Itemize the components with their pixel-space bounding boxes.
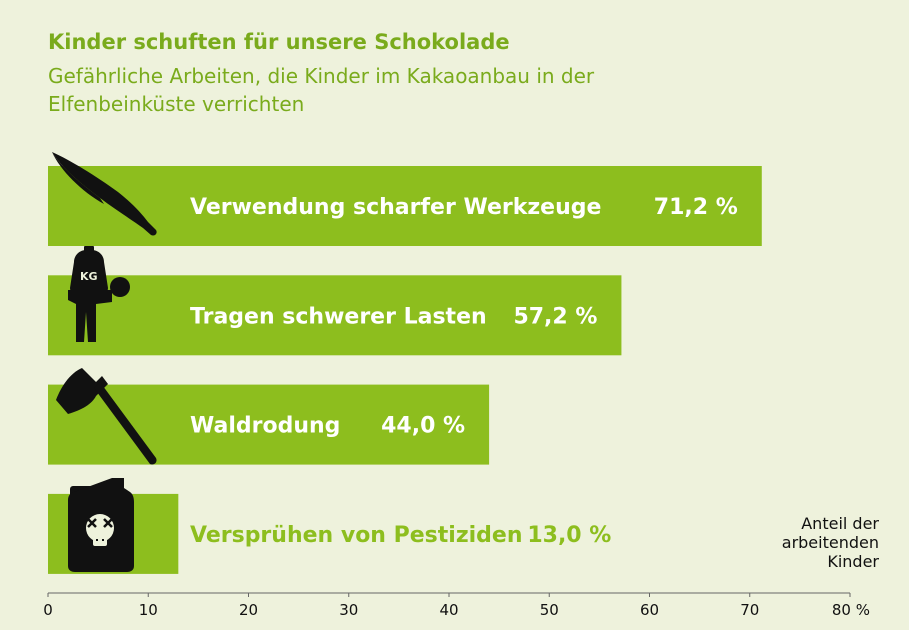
x-tick-label: 80 % <box>832 601 870 619</box>
x-tick-label: 20 <box>239 601 258 619</box>
x-tick-label: 0 <box>43 601 53 619</box>
x-tick-label: 30 <box>339 601 358 619</box>
x-tick-label: 40 <box>439 601 458 619</box>
bar <box>48 275 622 356</box>
heavy-load-carrier-icon: KG <box>68 246 130 342</box>
value-label: 13,0 % <box>527 523 611 548</box>
bar <box>48 166 762 246</box>
value-label: 44,0 % <box>381 414 465 439</box>
machete-icon <box>52 152 157 236</box>
chart-subtitle: Gefährliche Arbeiten, die Kinder im Kaka… <box>48 64 595 116</box>
x-tick-label: 70 <box>740 601 759 619</box>
x-tick-label: 50 <box>540 601 559 619</box>
chart-title: Kinder schuften für unsere Schokolade <box>48 30 510 54</box>
x-tick-label: 60 <box>640 601 659 619</box>
category-label: Versprühen von Pestiziden <box>190 523 523 548</box>
x-axis-label-line2: arbeitenden <box>781 533 879 552</box>
category-label: Waldrodung <box>190 414 340 439</box>
axe-icon <box>56 368 157 465</box>
x-axis-label-line3: Kinder <box>827 552 879 571</box>
value-label: 71,2 % <box>654 195 738 220</box>
x-axis-label-line1: Anteil der <box>801 514 879 533</box>
x-tick-label: 10 <box>139 601 158 619</box>
value-label: 57,2 % <box>513 304 597 329</box>
category-label: Tragen schwerer Lasten <box>190 304 487 329</box>
poison-canister-icon <box>68 478 134 572</box>
category-label: Verwendung scharfer Werkzeuge <box>190 195 601 220</box>
x-axis-label: Anteil der arbeitenden Kinder <box>739 514 879 571</box>
svg-text:KG: KG <box>80 270 98 283</box>
